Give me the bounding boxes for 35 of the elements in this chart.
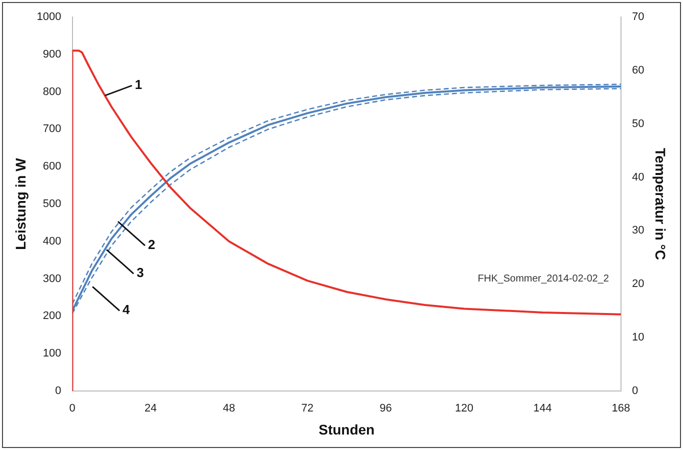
y2-tick-label: 70 bbox=[632, 11, 644, 24]
x-tick-label: 24 bbox=[144, 402, 157, 415]
y-tick-label: 600 bbox=[42, 160, 62, 173]
annotation: 4 bbox=[122, 302, 131, 318]
y-tick-label: 400 bbox=[42, 235, 62, 248]
y-tick-label: 1000 bbox=[36, 11, 62, 24]
y2-tick-label: 50 bbox=[632, 118, 644, 130]
x-axis-title: Stunden bbox=[318, 421, 375, 438]
y2-tick-label: 0 bbox=[632, 385, 638, 398]
y-tick-label: 900 bbox=[42, 48, 62, 60]
x-tick-label: 120 bbox=[455, 402, 474, 415]
y2-tick-label: 30 bbox=[632, 224, 644, 237]
annotation: 1 bbox=[134, 77, 142, 92]
y2-tick-label: 60 bbox=[632, 64, 644, 76]
x-tick-label: 72 bbox=[301, 402, 314, 415]
y-tick-label: 800 bbox=[42, 86, 62, 98]
y-tick-label: 0 bbox=[55, 385, 62, 398]
y-axis-title: Leistung in W bbox=[12, 157, 28, 250]
y2-tick-label: 20 bbox=[632, 278, 644, 290]
y2-axis-title: Temperatur in °C bbox=[652, 148, 669, 260]
y2-tick-label: 40 bbox=[632, 171, 644, 184]
y-tick-label: 200 bbox=[42, 310, 62, 322]
x-tick-label: 168 bbox=[612, 402, 630, 415]
y-tick-label: 300 bbox=[42, 272, 62, 285]
y2-tick-label: 10 bbox=[632, 332, 644, 344]
annotation: FHK_Sommer_2014-02-02_2 bbox=[478, 274, 610, 285]
x-tick-label: 48 bbox=[222, 402, 236, 415]
annotation: 3 bbox=[136, 265, 144, 280]
x-tick-label: 0 bbox=[69, 402, 76, 415]
x-tick-label: 96 bbox=[380, 402, 392, 415]
y-tick-label: 100 bbox=[42, 348, 62, 360]
annotation: 2 bbox=[148, 237, 156, 252]
y-tick-label: 500 bbox=[42, 198, 62, 210]
y-tick-label: 700 bbox=[42, 123, 62, 136]
x-tick-label: 144 bbox=[533, 402, 552, 415]
